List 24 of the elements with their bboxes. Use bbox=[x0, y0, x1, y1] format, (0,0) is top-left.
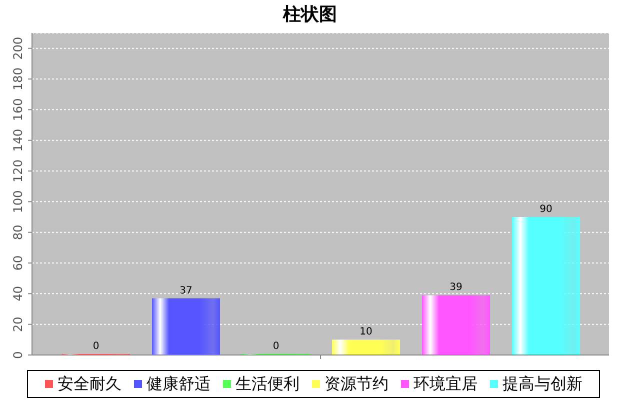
data-label: 37 bbox=[180, 285, 192, 296]
y-tick-label: 80 bbox=[11, 224, 25, 240]
y-tick-label: 120 bbox=[11, 160, 25, 182]
y-tick-label: 140 bbox=[11, 128, 25, 152]
legend-label: 安全耐久 bbox=[58, 373, 122, 395]
y-tick-label: 200 bbox=[11, 36, 25, 60]
legend-label: 生活便利 bbox=[236, 373, 300, 395]
data-label: 0 bbox=[272, 341, 280, 352]
y-tick-label: 100 bbox=[11, 190, 25, 214]
legend-label: 环境宜居 bbox=[414, 373, 478, 395]
chart-title: 柱状图 bbox=[282, 3, 338, 27]
data-label: 0 bbox=[92, 341, 100, 352]
y-tick-label: 60 bbox=[11, 255, 25, 271]
data-label: 39 bbox=[450, 282, 462, 294]
y-tick-label: 40 bbox=[11, 286, 25, 302]
data-label: 90 bbox=[540, 204, 552, 215]
y-tick-label: 0 bbox=[11, 351, 25, 359]
legend-label: 提高与创新 bbox=[502, 373, 582, 395]
legend-label: 资源节约 bbox=[324, 373, 388, 395]
y-tick-label: 160 bbox=[11, 98, 25, 122]
y-tick-label: 180 bbox=[11, 68, 25, 90]
y-tick-label: 20 bbox=[11, 316, 25, 332]
legend-label: 健康舒适 bbox=[146, 373, 210, 395]
data-label: 10 bbox=[360, 326, 372, 338]
